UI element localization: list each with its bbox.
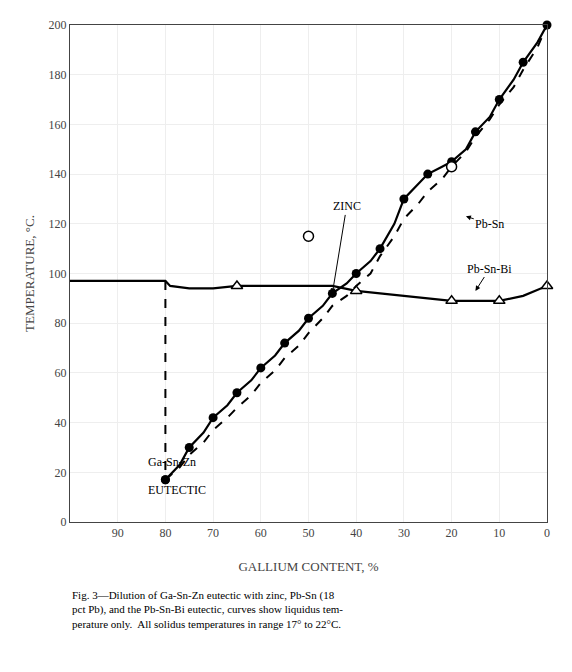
svg-text:Ga-Sn-Zn: Ga-Sn-Zn [148, 455, 196, 469]
svg-text:100: 100 [49, 267, 67, 281]
svg-text:140: 140 [49, 167, 67, 181]
svg-text:Pb-Sn: Pb-Sn [475, 217, 504, 231]
svg-text:60: 60 [255, 526, 267, 540]
svg-text:40: 40 [55, 416, 67, 430]
svg-text:40: 40 [350, 526, 362, 540]
svg-text:90: 90 [112, 526, 124, 540]
svg-text:ZINC: ZINC [333, 199, 361, 213]
svg-text:TEMPERATURE, °C.: TEMPERATURE, °C. [22, 215, 37, 332]
svg-text:GALLIUM CONTENT, %: GALLIUM CONTENT, % [238, 559, 378, 574]
svg-text:160: 160 [49, 118, 67, 132]
svg-text:10: 10 [493, 526, 505, 540]
svg-text:120: 120 [49, 217, 67, 231]
svg-text:0: 0 [544, 526, 550, 540]
svg-text:80: 80 [55, 316, 67, 330]
svg-text:0: 0 [61, 515, 67, 529]
svg-text:50: 50 [303, 526, 315, 540]
svg-text:60: 60 [55, 366, 67, 380]
svg-text:180: 180 [49, 68, 67, 82]
svg-text:EUTECTIC: EUTECTIC [148, 483, 206, 497]
svg-text:30: 30 [398, 526, 410, 540]
svg-text:70: 70 [207, 526, 219, 540]
svg-text:20: 20 [446, 526, 458, 540]
svg-text:80: 80 [159, 526, 171, 540]
svg-text:Pb-Sn-Bi: Pb-Sn-Bi [467, 262, 512, 276]
svg-text:Fig. 3—Dilution of Ga-Sn-Zn eu: Fig. 3—Dilution of Ga-Sn-Zn eutectic wit… [72, 589, 343, 630]
svg-text:200: 200 [49, 18, 67, 32]
svg-text:20: 20 [55, 466, 67, 480]
